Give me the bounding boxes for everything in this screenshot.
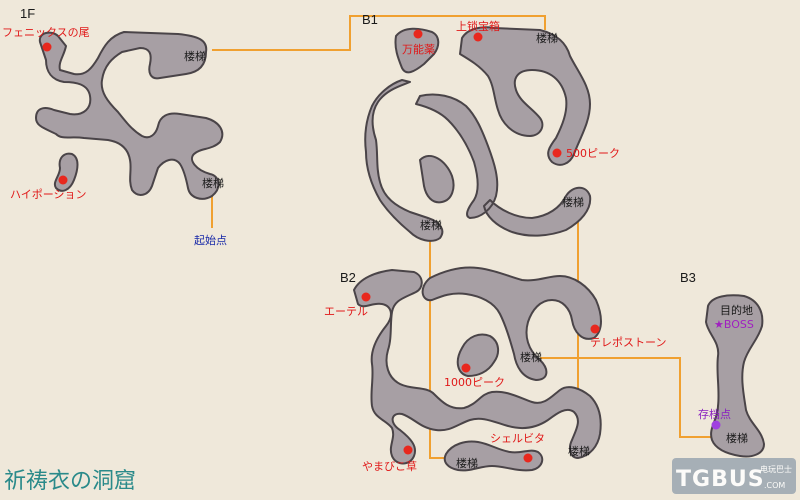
item-markers bbox=[42, 29, 721, 463]
label-ether: エーテル bbox=[324, 305, 368, 318]
label-stairs-1f-top: 楼梯 bbox=[184, 49, 206, 63]
floor-label-1f: 1F bbox=[20, 6, 35, 21]
route-1f-b1 bbox=[212, 15, 546, 51]
map-title: 祈祷衣の洞窟 bbox=[4, 469, 136, 494]
marker-high-potion bbox=[58, 175, 68, 185]
label-destination: 目的地 bbox=[720, 303, 753, 317]
route-b2-b3 bbox=[540, 357, 728, 438]
marker-ether bbox=[361, 292, 371, 302]
label-phoenix-tail: フェニックスの尾 bbox=[2, 26, 90, 39]
label-cure-all: 万能薬 bbox=[402, 42, 435, 56]
watermark-tagline: 电玩巴士 bbox=[760, 464, 792, 474]
label-teleport-stone: テレポストーン bbox=[590, 336, 666, 349]
label-stairs-b1-top: 楼梯 bbox=[536, 31, 558, 45]
cave-1f bbox=[35, 31, 224, 200]
floor-label-b1: B1 bbox=[362, 12, 378, 27]
label-echo-herbs: やまびこ草 bbox=[362, 460, 417, 473]
floor-label-b3: B3 bbox=[680, 270, 696, 285]
marker-1000-gil bbox=[461, 363, 471, 373]
label-save-point: 存档点 bbox=[698, 407, 731, 421]
label-stairs-b1-left: 楼梯 bbox=[420, 218, 442, 232]
floor-label-b2: B2 bbox=[340, 270, 356, 285]
label-boss: ★BOSS bbox=[714, 318, 754, 331]
watermark-domain: .COM bbox=[764, 481, 785, 490]
label-upper-chest: 上锁宝箱 bbox=[456, 19, 500, 33]
watermark-brand: TGBUS bbox=[676, 467, 765, 492]
label-1000-gil: 1000ピーク bbox=[444, 376, 505, 389]
route-lines bbox=[211, 15, 728, 459]
marker-save-point bbox=[711, 420, 721, 430]
label-high-potion: ハイポーション bbox=[10, 188, 87, 201]
label-500-gil: 500ピーク bbox=[566, 147, 620, 160]
watermark: TGBUS 电玩巴士 .COM bbox=[672, 458, 796, 494]
label-stairs-b2-mid: 楼梯 bbox=[520, 350, 542, 364]
label-shell: シェルビタ bbox=[490, 432, 545, 445]
label-stairs-1f-bottom: 楼梯 bbox=[202, 176, 224, 190]
cave-b3 bbox=[705, 294, 765, 458]
label-stairs-b2-right: 楼梯 bbox=[568, 444, 590, 458]
marker-500-gil bbox=[552, 148, 562, 158]
cave-b1 bbox=[364, 26, 592, 242]
label-stairs-b2-bottom: 楼梯 bbox=[456, 456, 478, 470]
marker-phoenix-tail bbox=[42, 42, 52, 52]
cave-b2 bbox=[353, 266, 602, 472]
marker-shell bbox=[523, 453, 533, 463]
marker-upper-chest bbox=[473, 32, 483, 42]
watermark-badge bbox=[672, 458, 796, 494]
marker-echo-herbs bbox=[403, 445, 413, 455]
label-start-point: 起始点 bbox=[194, 233, 227, 247]
marker-cure-all bbox=[413, 29, 423, 39]
label-stairs-b1-right: 楼梯 bbox=[562, 195, 584, 209]
marker-teleport-stone bbox=[590, 324, 600, 334]
label-stairs-b3: 楼梯 bbox=[726, 431, 748, 445]
